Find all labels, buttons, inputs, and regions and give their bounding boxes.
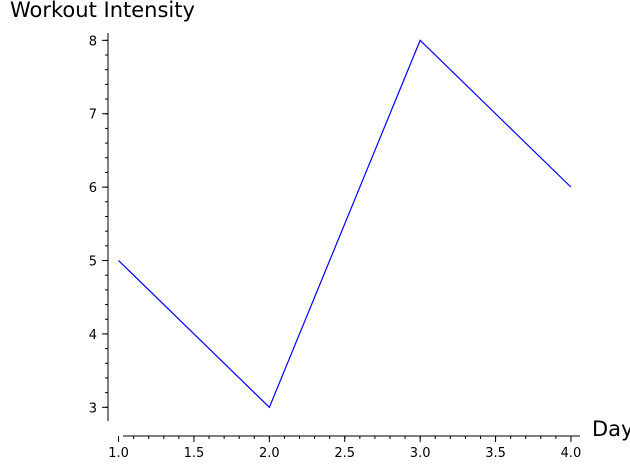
x-tick-label: 2.5: [334, 446, 355, 461]
y-tick-label: 4: [89, 328, 97, 343]
plot-area: 1.0 1.5 2.0 2.5 3.0 3.5 4.0 3 4 5 6 7 8: [89, 33, 582, 461]
series-line-0: [118, 39, 572, 409]
y-tick-label: 7: [89, 108, 97, 123]
y-tick-label: 6: [89, 181, 97, 196]
y-tick-label: 8: [89, 34, 97, 49]
y-tick-label: 3: [89, 401, 97, 416]
x-tick-label: 1.5: [184, 446, 205, 461]
y-tick-label: 5: [89, 255, 97, 270]
x-tick-label: 1.0: [108, 446, 129, 461]
x-tick-label: 3.5: [485, 446, 506, 461]
x-tick-label: 4.0: [561, 446, 582, 461]
x-axis-title: Day: [592, 417, 630, 441]
x-tick-label: 3.0: [410, 446, 431, 461]
x-tick-label: 2.0: [259, 446, 280, 461]
y-axis-title: Workout Intensity: [10, 0, 195, 22]
